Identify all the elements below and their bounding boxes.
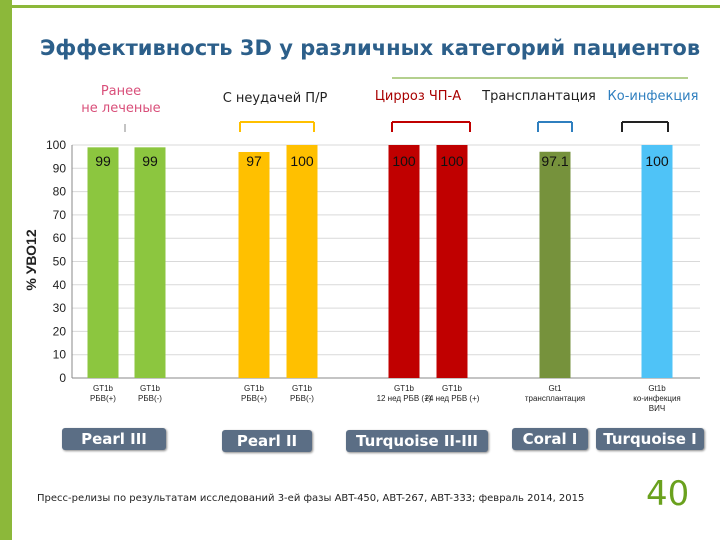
y-tick-label: 60 (53, 231, 67, 245)
y-tick-label: 80 (53, 185, 67, 199)
study-badge-turquoise-i: Turquoise I (596, 428, 704, 450)
y-tick-label: 10 (53, 348, 67, 362)
data-label: 100 (645, 153, 669, 169)
category-label: GT1b (93, 384, 114, 393)
sources-note: Пресс-релизы по результатам исследований… (37, 493, 585, 504)
study-badge-turquoise-ii-iii: Turquoise II-III (346, 430, 488, 452)
category-label: 24 нед РБВ (+) (425, 394, 480, 403)
data-label: 100 (440, 153, 464, 169)
bar (388, 145, 420, 378)
bar (134, 147, 166, 378)
y-tick-label: 100 (46, 138, 66, 152)
category-label: 12 нед РБВ (+) (377, 394, 432, 403)
bar (238, 151, 270, 378)
group-label-transplant: Трансплантация (482, 89, 596, 104)
category-label: GT1b (292, 384, 313, 393)
slide-title: Эффективность 3D у различных категорий п… (40, 36, 701, 60)
group-label-cirrhosis: Цирроз ЧП-А (374, 89, 462, 104)
category-label: РБВ(+) (90, 394, 116, 403)
y-tick-label: 70 (53, 208, 67, 222)
left-accent-bar (0, 0, 12, 540)
category-label: РБВ(-) (138, 394, 162, 403)
group-label-naive-line2: не леченые (81, 101, 161, 116)
category-label: Gt1 (549, 384, 562, 393)
bar (539, 151, 571, 378)
category-label: GT1b (442, 384, 463, 393)
category-label: GT1b (140, 384, 161, 393)
study-badge-pearl-iii: Pearl III (62, 428, 166, 450)
category-label: ВИЧ (649, 404, 665, 413)
category-label: трансплантация (525, 394, 585, 403)
y-tick-label: 30 (53, 301, 67, 315)
data-label: 99 (95, 153, 111, 169)
category-label: ко-инфекция (633, 394, 681, 403)
category-label: РБВ(+) (241, 394, 267, 403)
category-label: Gt1b (648, 384, 666, 393)
y-tick-label: 20 (53, 324, 67, 338)
top-accent-line (0, 5, 720, 8)
data-label: 100 (290, 153, 314, 169)
study-badge-coral-i: Coral I (512, 428, 588, 450)
bar (286, 145, 318, 378)
category-label: РБВ(-) (290, 394, 314, 403)
bar (87, 147, 119, 378)
page-number: 40 (646, 474, 690, 514)
study-badge-pearl-ii: Pearl II (222, 430, 312, 452)
group-label-failure: С неудачей П/Р (222, 91, 328, 106)
group-label-naive: Ранее не леченые (78, 83, 164, 117)
category-label: GT1b (394, 384, 415, 393)
data-label: 97.1 (541, 153, 568, 169)
data-label: 99 (142, 153, 158, 169)
y-axis-label: % УВО12 (23, 229, 39, 290)
y-tick-label: 40 (53, 278, 67, 292)
y-tick-label: 90 (53, 161, 67, 175)
group-label-coinfection: Ко-инфекция (607, 89, 699, 104)
y-tick-label: 50 (53, 255, 67, 269)
data-label: 100 (392, 153, 416, 169)
group-label-naive-line1: Ранее (100, 84, 142, 99)
data-label: 97 (246, 153, 262, 169)
y-tick-label: 0 (59, 371, 66, 385)
category-label: GT1b (244, 384, 265, 393)
bar (641, 145, 673, 378)
bar (436, 145, 468, 378)
